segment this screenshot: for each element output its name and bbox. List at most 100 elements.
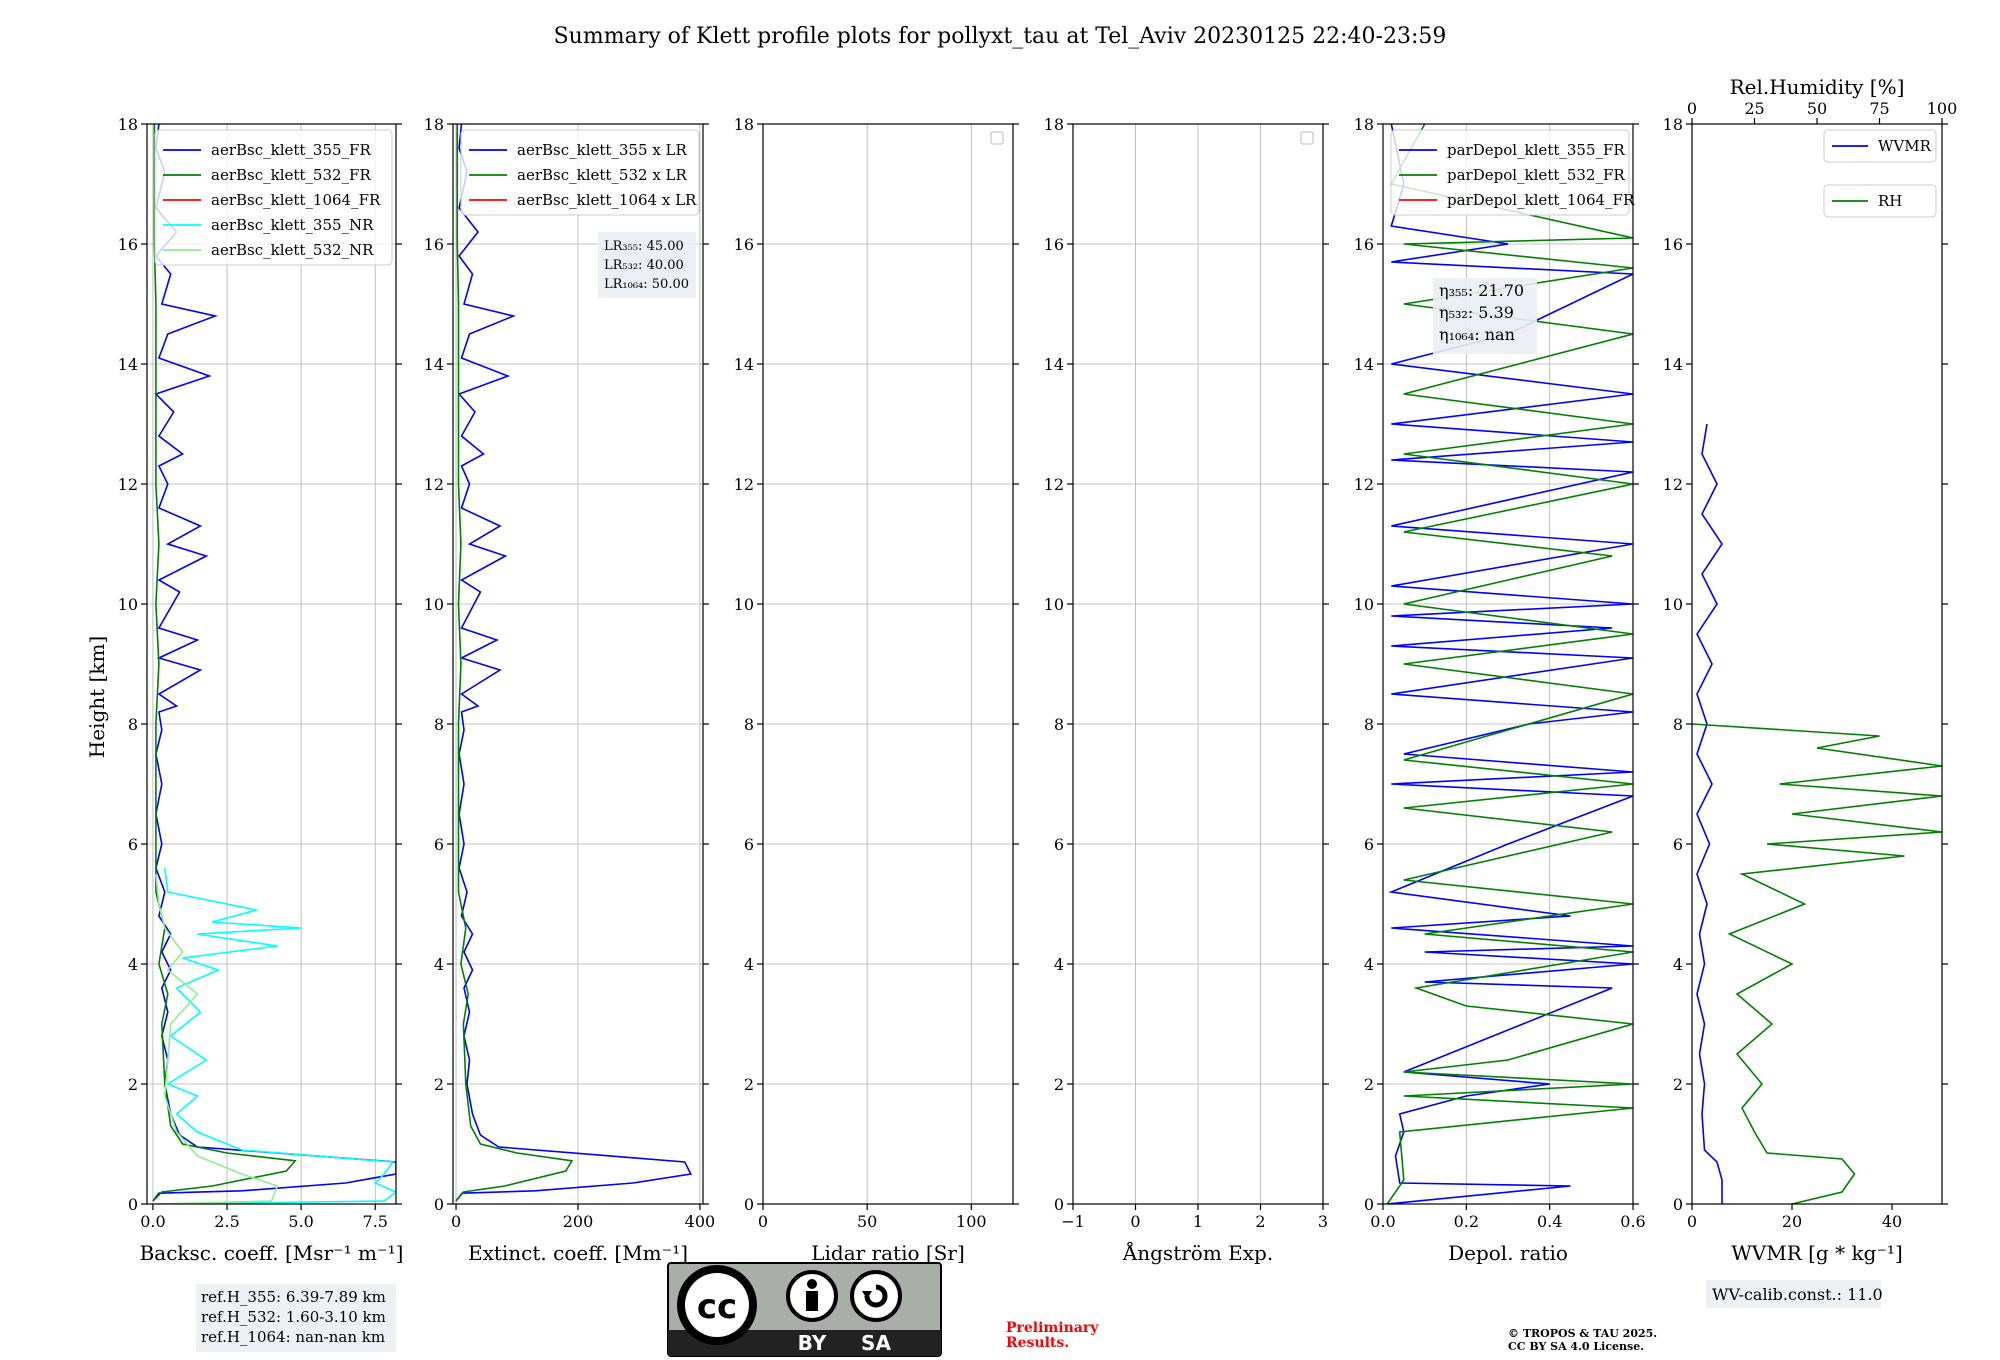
x-tick-label: 0 — [451, 1212, 461, 1231]
y-tick-label: 14 — [1044, 355, 1064, 374]
panel-0: 0 2 4 6 8 10 12 14 16 18 0.0 2.5 5.0 7.5 Backsc. coeff… — [118, 115, 404, 1265]
x-tick-label: 2 — [1255, 1212, 1265, 1231]
y-tick-label: 10 — [1354, 595, 1374, 614]
series-group — [455, 124, 693, 1202]
y-tick-label: 0 — [128, 1195, 138, 1214]
series-group — [1386, 124, 1633, 1204]
x-tick-label: −1 — [1061, 1212, 1085, 1231]
legend-label: RH — [1878, 192, 1902, 210]
wv-calib-box: WV-calib.const.: 11.0 — [1706, 1280, 1883, 1308]
x-tick-label: 7.5 — [363, 1212, 388, 1231]
x-tick-label: 3 — [1318, 1212, 1328, 1231]
x-tick-label: 0.6 — [1620, 1212, 1645, 1231]
legend-box — [460, 129, 700, 216]
x-tick-label: 40 — [1882, 1212, 1902, 1231]
x-tick-label: 0 — [758, 1212, 768, 1231]
x-tick-label: 0.0 — [140, 1212, 165, 1231]
y-tick-label: 6 — [1673, 835, 1683, 854]
y-tick-label: 8 — [434, 715, 444, 734]
cc-logo-text: cc — [697, 1287, 737, 1327]
legend-box — [1823, 129, 1937, 163]
legend-label: parDepol_klett_355_FR — [1447, 141, 1625, 159]
x-axis-label: Extinct. coeff. [Mm⁻¹] — [468, 1241, 688, 1265]
y-tick-label: 6 — [1364, 835, 1374, 854]
y-tick-label: 16 — [734, 235, 754, 254]
y-tick-label: 4 — [1054, 955, 1064, 974]
y-tick-label: 14 — [424, 355, 444, 374]
legend-label: aerBsc_klett_355 x LR — [517, 141, 688, 159]
figure-title: Summary of Klett profile plots for polly… — [554, 24, 1447, 49]
y-tick-label: 2 — [1673, 1075, 1683, 1094]
y-tick-label: 0 — [1364, 1195, 1374, 1214]
share-alike-icon — [850, 1270, 902, 1322]
legend-label: aerBsc_klett_532_FR — [211, 166, 371, 184]
x-tick-label: 0 — [1687, 1212, 1697, 1231]
y-tick-label: 8 — [1364, 715, 1374, 734]
wv-calib-text: WV-calib.const.: 11.0 — [1712, 1285, 1883, 1304]
annotation-line: η₁₀₆₄: nan — [1439, 325, 1515, 344]
preliminary-line-1: Preliminary — [1006, 1320, 1099, 1336]
legend-label: WVMR — [1878, 137, 1932, 155]
legend-label: aerBsc_klett_355_NR — [211, 216, 374, 234]
y-tick-label: 2 — [434, 1075, 444, 1094]
y-tick-label: 18 — [118, 115, 138, 134]
empty-legend-box — [990, 131, 1004, 145]
y-tick-label: 0 — [434, 1195, 444, 1214]
y-tick-label: 6 — [1054, 835, 1064, 854]
x-tick-label: 0.0 — [1370, 1212, 1395, 1231]
y-tick-label: 6 — [128, 835, 138, 854]
x-axis-label: Backsc. coeff. [Msr⁻¹ m⁻¹] — [140, 1241, 404, 1265]
legend-label: parDepol_klett_1064_FR — [1447, 191, 1635, 209]
legend-label: aerBsc_klett_532_NR — [211, 241, 374, 259]
y-tick-label: 12 — [118, 475, 138, 494]
panel-2: 0 2 4 6 8 10 12 14 16 18 0 50 100 Lidar ratio [Sr] — [734, 115, 1019, 1265]
x-axis-label: Lidar ratio [Sr] — [811, 1241, 965, 1265]
ref-height-box: ref.H_355: 6.39-7.89 km ref.H_532: 1.60-… — [196, 1284, 396, 1352]
y-tick-label: 14 — [1354, 355, 1374, 374]
ref-height-355: ref.H_355: 6.39-7.89 km — [201, 1288, 386, 1306]
top-x-tick-label: 0 — [1687, 99, 1697, 118]
legend-label: aerBsc_klett_1064 x LR — [517, 191, 697, 209]
y-tick-label: 10 — [734, 595, 754, 614]
y-tick-label: 14 — [734, 355, 754, 374]
ref-height-box-bg — [196, 1284, 396, 1352]
top-x-tick-label: 50 — [1807, 99, 1827, 118]
legend-box — [154, 129, 393, 266]
y-tick-label: 14 — [118, 355, 138, 374]
x-tick-label: 100 — [956, 1212, 987, 1231]
series-line-4-0 — [1387, 124, 1633, 1204]
plot-frame — [762, 123, 1014, 1205]
series-line-0-4 — [155, 873, 279, 1204]
y-tick-label: 8 — [128, 715, 138, 734]
series-line-1-1 — [455, 124, 574, 1202]
top-x-tick-label: 25 — [1744, 99, 1764, 118]
y-tick-label: 12 — [1354, 475, 1374, 494]
y-tick-label: 10 — [1044, 595, 1064, 614]
legend-label: aerBsc_klett_532 x LR — [517, 166, 688, 184]
y-tick-label: 18 — [424, 115, 444, 134]
x-tick-label: 0 — [1130, 1212, 1140, 1231]
y-axis-label: Height [km] — [85, 636, 109, 758]
y-tick-label: 18 — [1044, 115, 1064, 134]
x-tick-label: 20 — [1782, 1212, 1802, 1231]
by-label: BY — [798, 1331, 827, 1355]
y-tick-label: 10 — [1663, 595, 1683, 614]
legend-label: aerBsc_klett_355_FR — [211, 141, 371, 159]
cc-by-sa-logo: cc BY SA — [667, 1262, 942, 1357]
annotation-box — [598, 232, 696, 298]
y-tick-label: 4 — [434, 955, 444, 974]
panel-4: 0 2 4 6 8 10 12 14 16 18 0.0 0.2 0.4 0.6 Depol. ratio p… — [1354, 115, 1646, 1265]
x-tick-label: 0.2 — [1454, 1212, 1479, 1231]
legend-label: parDepol_klett_532_FR — [1447, 166, 1625, 184]
y-tick-label: 0 — [744, 1195, 754, 1214]
annotation-line: LR₁₀₆₄: 50.00 — [604, 277, 689, 292]
sa-label: SA — [861, 1331, 891, 1355]
x-tick-label: 0.4 — [1537, 1212, 1562, 1231]
y-tick-label: 4 — [1364, 955, 1374, 974]
y-tick-label: 18 — [1354, 115, 1374, 134]
y-tick-label: 16 — [118, 235, 138, 254]
y-tick-label: 18 — [734, 115, 754, 134]
